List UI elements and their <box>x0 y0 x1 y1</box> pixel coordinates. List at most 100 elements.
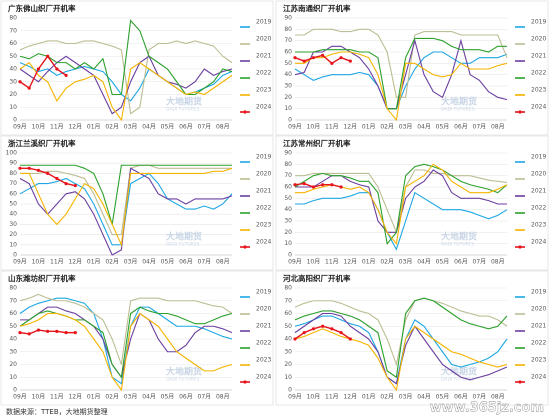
x-tick-label: 01月 <box>362 124 376 131</box>
x-tick-label: 10月 <box>307 124 321 131</box>
y-tick-label: 10 <box>284 374 292 381</box>
x-tick-label: 09月 <box>288 394 302 401</box>
series-marker <box>302 331 306 335</box>
series-marker <box>321 53 325 58</box>
series-marker <box>293 56 297 60</box>
x-tick-label: 05月 <box>436 259 450 266</box>
y-tick-label: 50 <box>284 323 292 330</box>
y-tick-label: 80 <box>284 285 292 292</box>
legend-label: 2019 <box>531 19 546 26</box>
x-tick-label: 03月 <box>399 394 413 401</box>
series-marker <box>64 73 68 77</box>
y-tick-label: 10 <box>9 374 17 381</box>
x-tick-label: 08月 <box>491 259 505 266</box>
series-marker <box>73 331 77 335</box>
x-tick-label: 02月 <box>380 124 394 131</box>
panel-border <box>275 270 549 406</box>
x-tick-label: 04月 <box>142 259 156 266</box>
legend-label: 2019 <box>256 19 271 26</box>
y-tick-label: 30 <box>284 218 292 225</box>
chart-panel: 江苏常州织厂开机率 0 10 20 30 40 50 60 70 80 90 09月 10月 11月 12月… <box>275 135 549 271</box>
x-tick-label: 06月 <box>454 124 468 131</box>
logo-subtext: DADI FUTURES <box>441 242 475 248</box>
x-tick-label: 04月 <box>142 124 156 131</box>
panel-border <box>0 270 274 406</box>
series-line <box>295 51 508 122</box>
x-tick-label: 05月 <box>161 259 175 266</box>
series-line <box>294 325 508 392</box>
y-tick-label: 40 <box>9 211 17 218</box>
series-marker <box>18 166 22 170</box>
series-marker <box>339 185 343 189</box>
x-tick-label: 02月 <box>105 259 119 266</box>
series-marker <box>302 182 306 186</box>
series-line <box>295 169 508 235</box>
x-tick-label: 08月 <box>216 394 230 401</box>
series-marker <box>311 56 316 60</box>
x-tick-label: 12月 <box>68 124 82 131</box>
legend-label: 2024 <box>256 104 271 111</box>
legend-label: 2024 <box>531 374 546 381</box>
legend-label: 2022 <box>256 340 271 347</box>
x-tick-label: 08月 <box>216 124 230 131</box>
legend-label: 2020 <box>531 306 546 313</box>
series-line <box>294 163 508 245</box>
legend-label: 2023 <box>256 87 271 94</box>
y-tick-label: 40 <box>9 336 17 343</box>
x-tick-label: 01月 <box>362 259 376 266</box>
y-tick-label: 70 <box>284 297 292 304</box>
x-tick-label: 01月 <box>362 394 376 401</box>
logo-text: 大地期货 <box>441 231 477 243</box>
chart-panel: 山东潍坊织厂开机率 0 10 20 30 40 50 60 70 80 09月 10月 11月 12月 01… <box>0 270 274 406</box>
series-marker <box>321 183 325 187</box>
legend-label: 2021 <box>531 323 546 330</box>
x-tick-label: 03月 <box>124 124 138 131</box>
legend-marker <box>518 245 522 249</box>
series-marker <box>46 329 50 333</box>
legend-label: 2022 <box>531 340 546 347</box>
x-tick-label: 02月 <box>105 124 119 131</box>
legend-label: 2024 <box>531 239 546 246</box>
x-tick-label: 10月 <box>32 259 46 266</box>
y-tick-label: 50 <box>284 195 292 202</box>
y-tick-label: 70 <box>9 297 17 304</box>
y-tick-label: 60 <box>284 184 292 191</box>
x-tick-label: 09月 <box>13 259 27 266</box>
series-line <box>19 55 67 90</box>
x-tick-label: 01月 <box>87 394 101 401</box>
y-tick-label: 60 <box>9 40 17 47</box>
y-tick-label: 100 <box>6 150 18 157</box>
legend-marker <box>518 380 522 384</box>
y-tick-label: 80 <box>9 170 17 177</box>
series-marker <box>46 54 50 58</box>
series-marker <box>302 59 306 63</box>
x-tick-label: 03月 <box>399 124 413 131</box>
legend-marker <box>243 245 247 249</box>
chart-title: 河北高阳织厂开机率 <box>283 273 351 283</box>
logo-subtext: DADI FUTURES <box>166 242 200 248</box>
logo-text: 大地期货 <box>441 96 477 108</box>
chart-title: 浙江兰溪织厂开机率 <box>8 138 76 148</box>
series-marker <box>293 337 297 341</box>
legend-marker <box>243 380 247 384</box>
y-tick-label: 90 <box>9 160 17 167</box>
x-tick-label: 10月 <box>32 124 46 131</box>
series-line <box>294 315 508 385</box>
series-line <box>19 312 233 392</box>
y-tick-label: 40 <box>9 66 17 73</box>
series-marker <box>330 183 334 187</box>
y-tick-label: 0 <box>288 387 292 394</box>
chart-panel: 浙江兰溪织厂开机率 0 10 20 30 40 50 60 70 80 90 100 09月 10月 11月… <box>0 135 274 271</box>
y-tick-label: 30 <box>9 221 17 228</box>
x-tick-label: 07月 <box>198 124 212 131</box>
panel-border <box>275 0 549 136</box>
legend-label: 2020 <box>256 171 271 178</box>
y-tick-label: 60 <box>9 190 17 197</box>
y-tick-label: 10 <box>284 240 292 247</box>
series-marker <box>339 331 343 335</box>
legend-label: 2019 <box>531 154 546 161</box>
chart-title: 江苏常州织厂开机率 <box>283 138 351 148</box>
y-tick-label: 50 <box>9 53 17 60</box>
series-line <box>20 164 232 236</box>
